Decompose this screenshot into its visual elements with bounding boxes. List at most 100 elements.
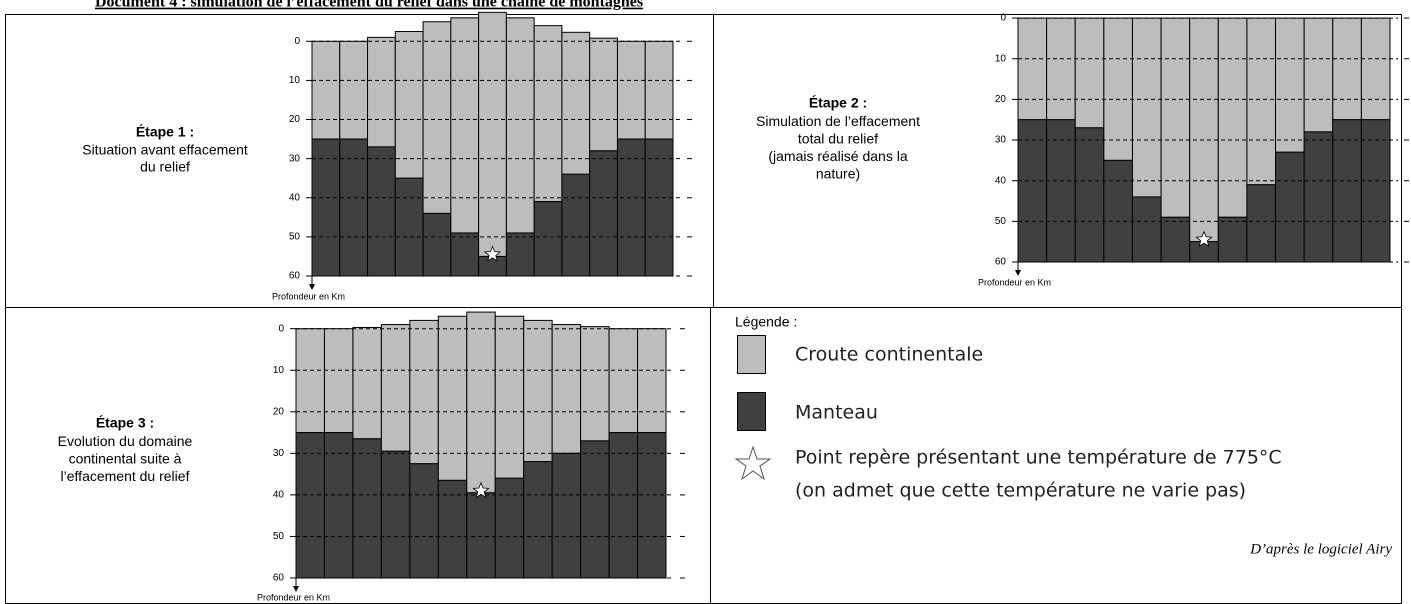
crust-bar xyxy=(608,328,639,434)
mantle-bar xyxy=(616,138,646,277)
y-tick-label: 10 xyxy=(289,75,301,86)
crust-bar xyxy=(505,17,535,234)
y-tick-label: 50 xyxy=(273,531,285,542)
legend-mantle-swatch xyxy=(737,392,766,431)
step-description: l’effacement du relief xyxy=(61,468,190,484)
mantle-bar xyxy=(637,432,667,579)
crust-bar xyxy=(409,319,439,465)
y-tick-label: 20 xyxy=(995,94,1007,105)
crust-bar xyxy=(1275,17,1305,153)
mantle-bar xyxy=(1103,159,1133,263)
mantle-bar xyxy=(422,212,452,277)
reference-star xyxy=(483,245,502,262)
mantle-bar xyxy=(1332,119,1362,263)
crust-bar xyxy=(1189,17,1219,243)
step-description: Simulation de l’effacement xyxy=(756,113,920,129)
crust-bar xyxy=(616,40,646,140)
step-description: Situation avant effacement xyxy=(82,142,248,158)
crust-bar xyxy=(1131,17,1162,198)
mantle-bar xyxy=(1074,127,1105,263)
legend-mantle: Manteau xyxy=(795,402,878,424)
mantle-bar xyxy=(323,432,354,579)
mantle-bar xyxy=(437,479,468,579)
crust-bar xyxy=(1246,17,1277,186)
source: D’après le logiciel Airy xyxy=(1249,541,1392,557)
document-title: Document 4 : simulation de l’effacement … xyxy=(95,0,643,11)
y-axis-label: Profondeur en Km xyxy=(272,291,345,301)
mantle-bar xyxy=(1046,119,1076,263)
mantle-bar xyxy=(644,138,674,277)
axis-arrow xyxy=(1015,270,1021,276)
mantle-bar xyxy=(352,438,382,579)
crust-bar xyxy=(561,31,591,175)
mantle-bar xyxy=(523,461,553,579)
y-tick-label: 60 xyxy=(289,271,301,282)
crust-bar xyxy=(380,324,411,452)
y-tick-label: 40 xyxy=(995,175,1007,186)
mantle-bar xyxy=(1189,241,1219,263)
step-description: (jamais réalisé dans la xyxy=(768,148,907,164)
mantle-bar xyxy=(295,432,325,579)
mantle-bar xyxy=(478,255,507,277)
mantle-bar xyxy=(551,452,582,579)
legend-title: Légende : xyxy=(735,314,797,330)
y-tick-label: 10 xyxy=(995,53,1007,64)
mantle-bar xyxy=(580,440,610,579)
crust-bar xyxy=(1332,17,1362,121)
mantle-bar xyxy=(1360,119,1391,263)
legend-star-line: (on admet que cette température ne varie… xyxy=(795,480,1246,502)
y-tick-label: 0 xyxy=(278,323,284,334)
crust-bar xyxy=(311,40,341,140)
mantle-bar xyxy=(1131,196,1162,263)
crust-bar xyxy=(523,319,553,463)
crust-bar xyxy=(1217,17,1248,218)
crust-bar xyxy=(450,17,480,234)
crust-bar xyxy=(339,40,369,140)
legend-crust: Croute continentale xyxy=(795,344,983,366)
crust-bar xyxy=(1303,17,1334,133)
mantle-bar xyxy=(339,138,369,277)
step-description: Evolution du domaine xyxy=(58,433,193,449)
y-tick-label: 20 xyxy=(273,406,285,417)
mantle-bar xyxy=(450,232,480,277)
crust-bar xyxy=(494,315,525,479)
crust-bar xyxy=(394,31,424,179)
mantle-bar xyxy=(561,173,591,277)
crust-bar xyxy=(644,40,674,140)
mantle-bar xyxy=(505,232,535,277)
mantle-bar xyxy=(1217,216,1248,263)
crust-bar xyxy=(551,324,582,454)
crust-bar xyxy=(1360,17,1391,121)
step-label: Étape 1 : xyxy=(136,124,194,140)
y-tick-label: 10 xyxy=(273,365,285,376)
reference-star xyxy=(1195,230,1213,247)
axis-arrow xyxy=(309,284,315,290)
step-description: nature) xyxy=(816,166,860,182)
mantle-bar xyxy=(1275,151,1305,263)
crust-bar xyxy=(422,21,452,214)
y-tick-label: 0 xyxy=(294,36,300,47)
y-tick-label: 30 xyxy=(289,153,301,164)
legend-star xyxy=(734,445,772,481)
y-tick-label: 60 xyxy=(995,257,1007,268)
mantle-bar xyxy=(1246,184,1277,263)
crust-bar xyxy=(1074,17,1105,129)
crust-bar xyxy=(323,328,354,434)
crust-bar xyxy=(580,326,610,442)
step-label: Étape 3 : xyxy=(96,415,154,431)
y-tick-label: 30 xyxy=(995,135,1007,146)
mantle-bar xyxy=(394,177,424,277)
crust-bar xyxy=(1017,17,1048,121)
crust-bar xyxy=(533,25,563,203)
crust-bar xyxy=(589,37,618,152)
crust-bar xyxy=(637,328,667,434)
mantle-bar xyxy=(1303,131,1334,263)
y-tick-label: 60 xyxy=(273,573,285,584)
y-tick-label: 50 xyxy=(289,232,301,243)
y-tick-label: 40 xyxy=(289,192,301,203)
y-tick-label: 30 xyxy=(273,448,285,459)
crust-bar xyxy=(437,315,468,481)
crust-bar xyxy=(1103,17,1133,161)
mantle-bar xyxy=(589,150,618,277)
step-description: total du relief xyxy=(798,131,878,147)
